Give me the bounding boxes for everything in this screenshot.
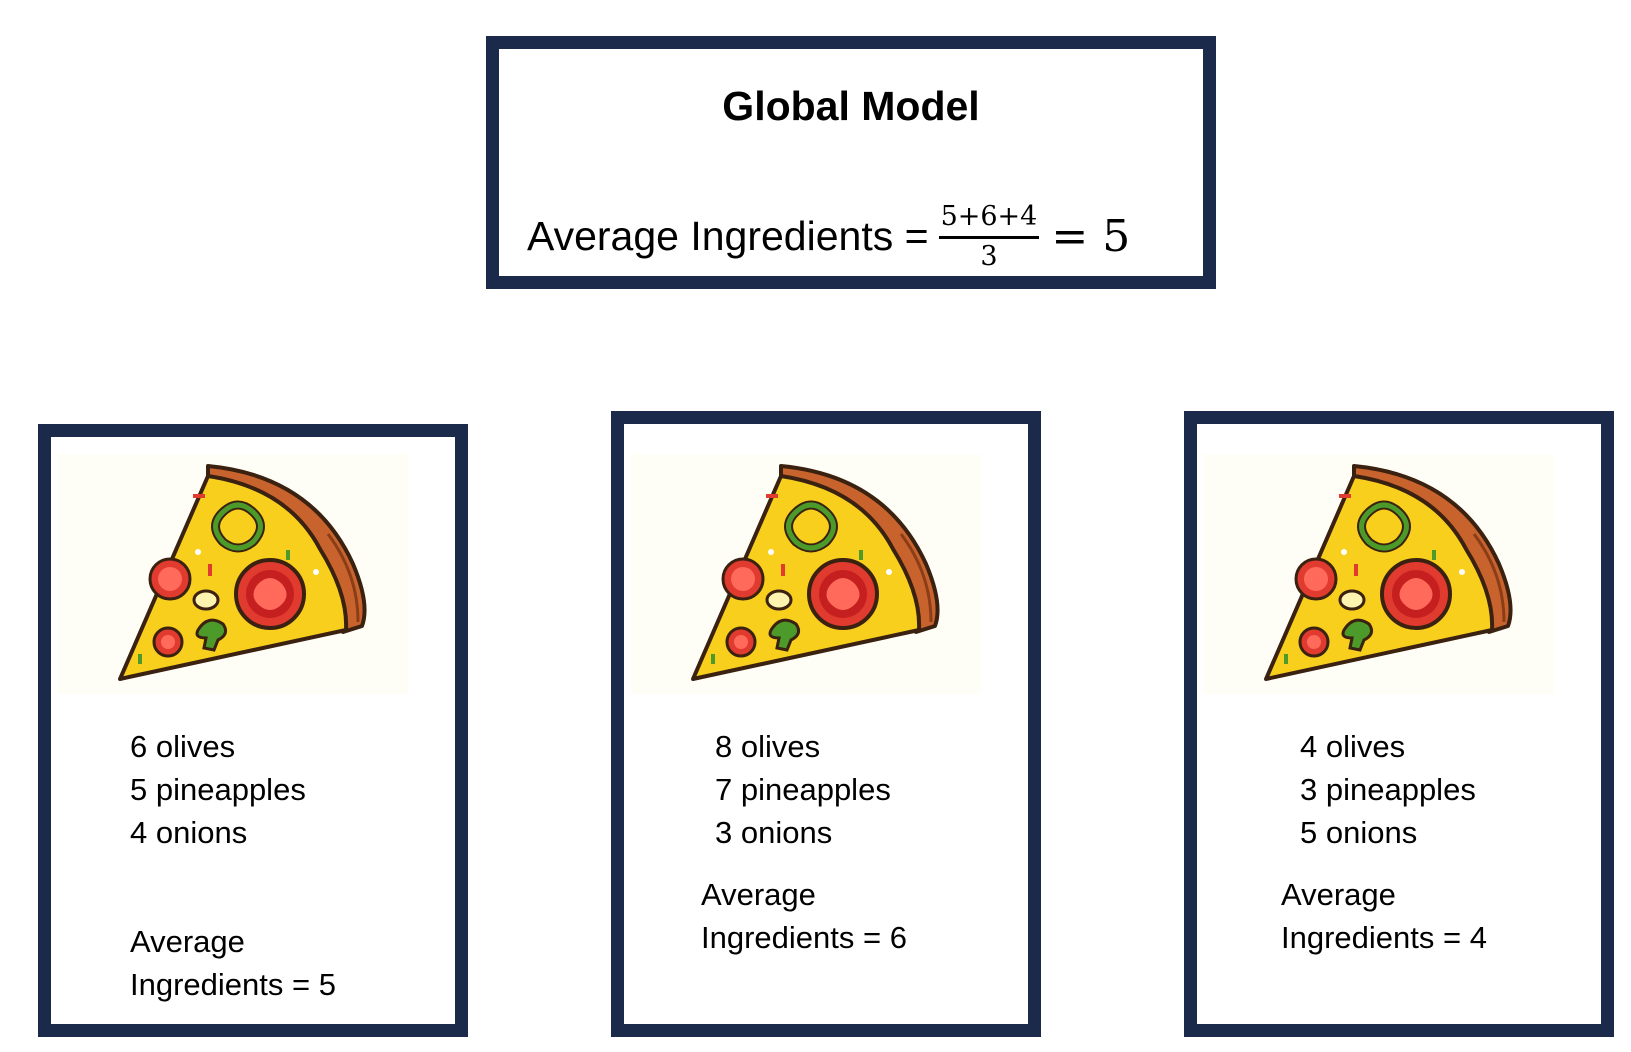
- ingredient-list: 6 olives 5 pineapples 4 onions: [130, 725, 306, 854]
- ingredient-olives: 4 olives: [1300, 729, 1406, 764]
- average-label: Average: [1281, 877, 1396, 912]
- pizza-slice-icon: [631, 454, 981, 694]
- formula-fraction: 5+6+4 3: [938, 201, 1040, 272]
- pizza-slice-icon: [58, 454, 408, 694]
- ingredient-pineapples: 5 pineapples: [130, 772, 306, 807]
- average-label: Average: [130, 924, 245, 959]
- formula-result: 5: [1102, 210, 1131, 262]
- client-box-1: 6 olives 5 pineapples 4 onions Average I…: [38, 424, 468, 1037]
- client-box-3: 4 olives 3 pineapples 5 onions Average I…: [1184, 411, 1614, 1037]
- ingredient-list: 4 olives 3 pineapples 5 onions: [1300, 725, 1476, 854]
- client-average: Average Ingredients = 4: [1281, 873, 1487, 959]
- client-average: Average Ingredients = 6: [701, 873, 907, 959]
- formula-label: Average Ingredients =: [527, 212, 929, 259]
- average-value: Ingredients = 4: [1281, 920, 1487, 955]
- ingredient-pineapples: 7 pineapples: [715, 772, 891, 807]
- ingredient-olives: 8 olives: [715, 729, 821, 764]
- global-model-title: Global Model: [722, 83, 980, 129]
- ingredient-onions: 3 onions: [715, 815, 833, 850]
- formula-denominator: 3: [980, 240, 998, 272]
- pizza-slice-icon: [1204, 454, 1554, 694]
- formula-equals: =: [1051, 210, 1089, 262]
- formula-numerator: 5+6+4: [938, 201, 1040, 239]
- ingredient-onions: 4 onions: [130, 815, 248, 850]
- average-value: Ingredients = 5: [130, 967, 336, 1002]
- ingredient-olives: 6 olives: [130, 729, 236, 764]
- average-value: Ingredients = 6: [701, 920, 907, 955]
- global-formula: Average Ingredients = 5+6+4 3 = 5: [527, 181, 1130, 291]
- average-label: Average: [701, 877, 816, 912]
- ingredient-onions: 5 onions: [1300, 815, 1418, 850]
- client-average: Average Ingredients = 5: [130, 920, 336, 1006]
- ingredient-pineapples: 3 pineapples: [1300, 772, 1476, 807]
- ingredient-list: 8 olives 7 pineapples 3 onions: [715, 725, 891, 854]
- client-box-2: 8 olives 7 pineapples 3 onions Average I…: [611, 411, 1041, 1037]
- global-model-box: Global Model Average Ingredients = 5+6+4…: [486, 36, 1216, 289]
